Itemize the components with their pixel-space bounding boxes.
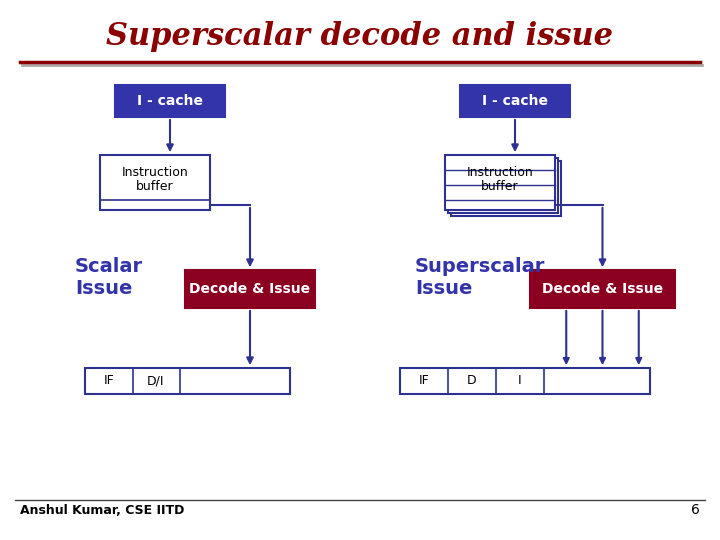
FancyBboxPatch shape [451,161,561,216]
Text: Superscalar
Issue: Superscalar Issue [415,258,545,299]
Text: Decode & Issue: Decode & Issue [189,282,310,296]
Text: D: D [467,375,477,388]
Text: I: I [518,375,522,388]
FancyBboxPatch shape [115,85,225,117]
FancyBboxPatch shape [448,158,558,213]
FancyBboxPatch shape [185,270,315,308]
FancyBboxPatch shape [530,270,675,308]
Text: I - cache: I - cache [137,94,203,108]
FancyBboxPatch shape [460,85,570,117]
Text: D/I: D/I [148,375,165,388]
Text: Instruction
buffer: Instruction buffer [467,165,534,193]
Text: IF: IF [418,375,429,388]
Text: Scalar
Issue: Scalar Issue [75,258,143,299]
FancyBboxPatch shape [85,368,290,394]
Text: Anshul Kumar, CSE IITD: Anshul Kumar, CSE IITD [20,503,184,516]
Text: Superscalar decode and issue: Superscalar decode and issue [107,21,613,51]
Text: I - cache: I - cache [482,94,548,108]
Text: Instruction
buffer: Instruction buffer [122,165,189,193]
FancyBboxPatch shape [100,155,210,210]
Text: Decode & Issue: Decode & Issue [542,282,663,296]
FancyBboxPatch shape [400,368,650,394]
Text: 6: 6 [691,503,700,517]
FancyBboxPatch shape [445,155,555,210]
Text: IF: IF [104,375,114,388]
